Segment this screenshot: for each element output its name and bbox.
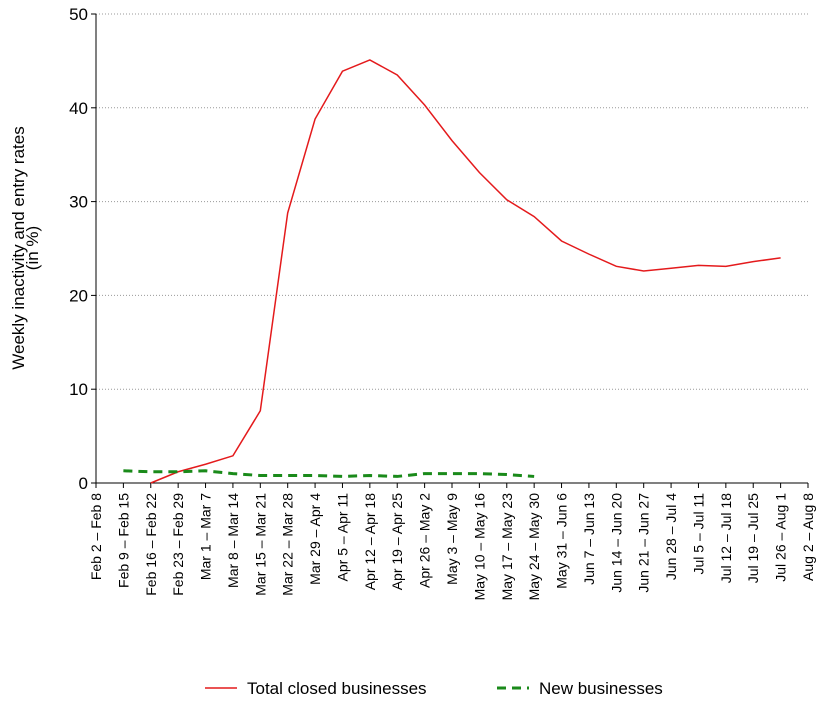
x-tick-label: Mar 1 – Mar 7 bbox=[198, 493, 214, 580]
y-tick-label: 30 bbox=[69, 193, 88, 212]
legend-label: Total closed businesses bbox=[247, 679, 427, 698]
y-tick-label: 20 bbox=[69, 286, 88, 305]
x-tick-label: Jun 28 – Jul 4 bbox=[663, 493, 679, 580]
x-tick-label: Jul 12 – Jul 18 bbox=[718, 493, 734, 583]
legend-label: New businesses bbox=[539, 679, 663, 698]
x-tick-label: Feb 23 – Feb 29 bbox=[170, 493, 186, 596]
y-axis-label: Weekly inactivity and entry rates bbox=[9, 126, 28, 369]
x-tick-label: Jul 26 – Aug 1 bbox=[773, 493, 789, 582]
x-tick-label: Feb 2 – Feb 8 bbox=[88, 493, 104, 580]
x-tick-label: Apr 19 – Apr 25 bbox=[389, 493, 405, 591]
x-tick-label: Feb 9 – Feb 15 bbox=[115, 493, 131, 588]
x-tick-label: Mar 29 – Apr 4 bbox=[307, 493, 323, 585]
x-tick-label: May 3 – May 9 bbox=[444, 493, 460, 585]
x-tick-label: Mar 22 – Mar 28 bbox=[280, 493, 296, 596]
x-tick-label: Apr 26 – May 2 bbox=[417, 493, 433, 588]
x-tick-label: Mar 15 – Mar 21 bbox=[252, 493, 268, 596]
x-tick-label: Jun 14 – Jun 20 bbox=[608, 493, 624, 593]
x-tick-label: Jun 7 – Jun 13 bbox=[581, 493, 597, 585]
x-tick-label: Jun 21 – Jun 27 bbox=[636, 493, 652, 593]
series-line bbox=[123, 469, 535, 478]
x-tick-label: Jul 19 – Jul 25 bbox=[745, 493, 761, 583]
y-tick-label: 50 bbox=[69, 5, 88, 24]
x-tick-label: Apr 5 – Apr 11 bbox=[334, 493, 350, 582]
x-tick-label: Feb 16 – Feb 22 bbox=[143, 493, 159, 596]
x-tick-label: May 24 – May 30 bbox=[526, 493, 542, 601]
x-tick-label: May 17 – May 23 bbox=[499, 493, 515, 601]
x-tick-label: Mar 8 – Mar 14 bbox=[225, 493, 241, 588]
x-tick-label: Aug 2 – Aug 8 bbox=[800, 493, 816, 581]
x-tick-label: May 10 – May 16 bbox=[471, 493, 487, 601]
x-tick-label: Jul 5 – Jul 11 bbox=[690, 493, 706, 575]
x-tick-label: Apr 12 – Apr 18 bbox=[362, 493, 378, 591]
y-tick-label: 10 bbox=[69, 380, 88, 399]
y-tick-label: 0 bbox=[79, 474, 88, 493]
y-tick-label: 40 bbox=[69, 99, 88, 118]
x-tick-label: May 31 – Jun 6 bbox=[554, 493, 570, 589]
series-line bbox=[150, 59, 781, 484]
y-axis-label: (in %) bbox=[23, 226, 42, 270]
